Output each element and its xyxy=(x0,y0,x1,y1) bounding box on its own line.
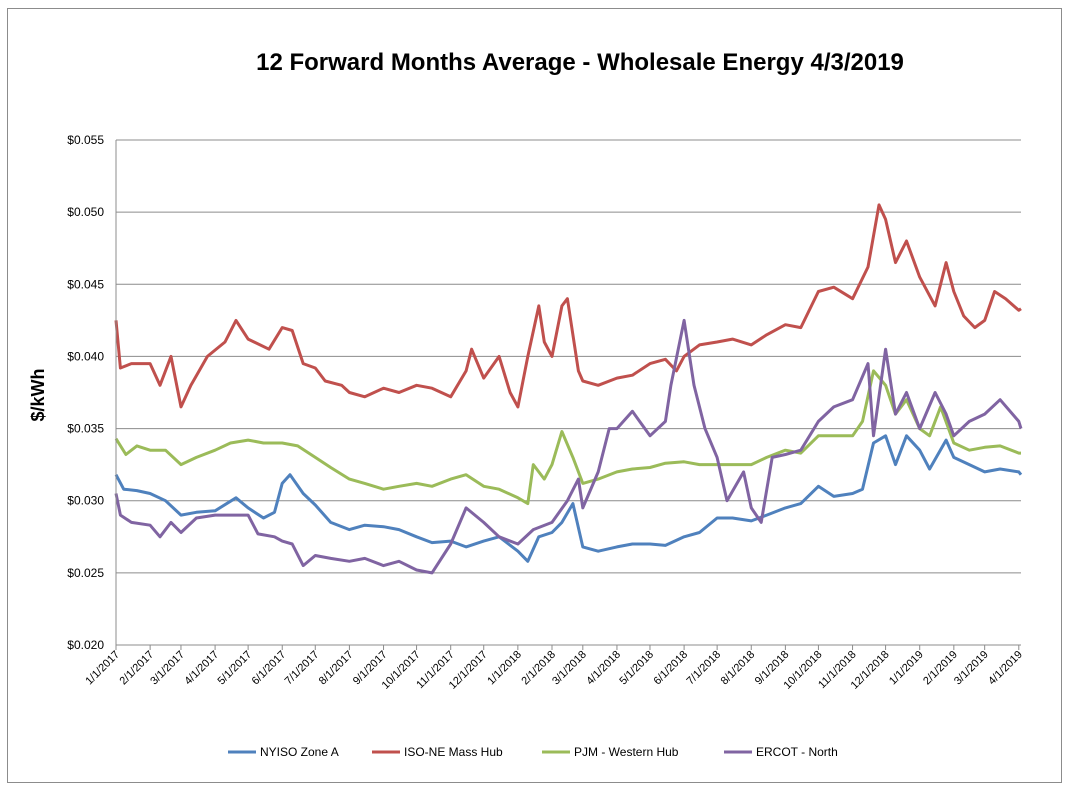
chart-frame xyxy=(7,8,1062,783)
x-tick-label: 3/1/2018 xyxy=(550,649,589,688)
x-tick-label: 4/1/2019 xyxy=(986,649,1025,688)
x-tick-label: 6/1/2018 xyxy=(651,649,690,688)
y-tick-label: $0.045 xyxy=(67,277,104,291)
x-tick-label: 1/1/2018 xyxy=(485,649,524,688)
x-tick-label: 6/1/2017 xyxy=(250,649,289,688)
y-tick-label: $0.020 xyxy=(67,638,104,652)
y-tick-label: $0.055 xyxy=(67,133,104,147)
legend: NYISO Zone A ISO-NE Mass Hub PJM - Western… xyxy=(228,745,838,759)
x-tick-label: 5/1/2018 xyxy=(617,649,656,688)
series-line-ercot-north xyxy=(114,318,1023,575)
x-tick-label: 3/1/2019 xyxy=(952,649,991,688)
y-tick-label: $0.050 xyxy=(67,205,104,219)
axes xyxy=(115,140,1021,650)
x-tick-label: 4/1/2018 xyxy=(584,649,623,688)
legend-label-pjm-western-hub: PJM - Western Hub xyxy=(574,745,679,759)
x-tick-label: 8/1/2018 xyxy=(719,649,758,688)
y-tick-label: $0.035 xyxy=(67,422,104,436)
y-tick-labels: $0.020 $0.025 $0.030 $0.035 $0.040 $0.045 $0.0… xyxy=(67,133,104,652)
series-line-nyiso-zone-a xyxy=(114,434,1023,563)
x-tick-labels: 1/1/20172/1/20173/1/20174/1/20175/1/2017… xyxy=(83,649,1025,692)
series-lines xyxy=(114,203,1023,575)
y-axis-label: $/kWh xyxy=(28,368,48,421)
legend-label-ercot-north: ERCOT - North xyxy=(756,745,838,759)
x-tick-label: 7/1/2018 xyxy=(684,649,723,688)
y-tick-label: $0.040 xyxy=(67,349,104,363)
x-tick-label: 1/1/2019 xyxy=(887,649,926,688)
x-tick-label: 7/1/2017 xyxy=(283,649,322,688)
series-line-iso-ne-mass-hub xyxy=(114,203,1022,409)
x-tick-label: 1/1/2017 xyxy=(83,649,122,688)
x-tick-label: 3/1/2017 xyxy=(148,649,187,688)
series-line-pjm-western-hub xyxy=(114,369,1021,506)
gridlines xyxy=(116,139,1021,574)
y-tick-label: $0.030 xyxy=(67,494,104,508)
chart-title: 12 Forward Months Average - Wholesale En… xyxy=(256,49,904,76)
legend-label-nyiso-zone-a: NYISO Zone A xyxy=(260,745,339,759)
y-tick-label: $0.025 xyxy=(67,566,104,580)
x-tick-label: 4/1/2017 xyxy=(182,649,221,688)
x-tick-label: 8/1/2017 xyxy=(317,649,356,688)
x-tick-label: 5/1/2017 xyxy=(215,649,254,688)
legend-label-iso-ne-mass-hub: ISO-NE Mass Hub xyxy=(404,745,503,759)
